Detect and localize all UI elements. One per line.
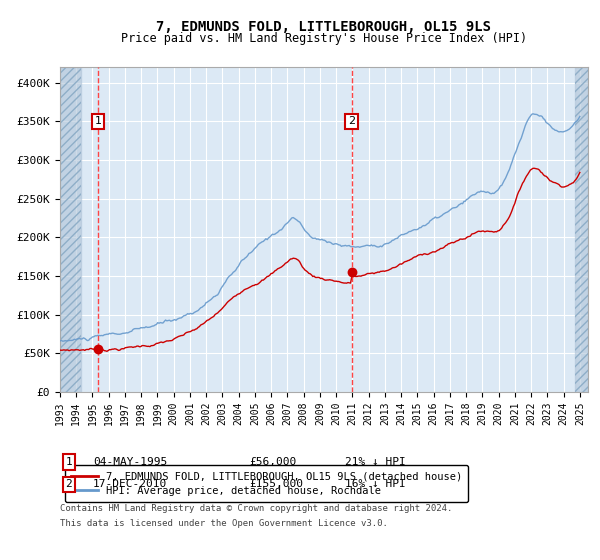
Text: £56,000: £56,000 <box>249 457 296 467</box>
Bar <box>575 67 588 392</box>
Text: 1: 1 <box>95 116 101 127</box>
Bar <box>60 67 81 392</box>
Legend: 7, EDMUNDS FOLD, LITTLEBOROUGH, OL15 9LS (detached house), HPI: Average price, d: 7, EDMUNDS FOLD, LITTLEBOROUGH, OL15 9LS… <box>65 465 469 502</box>
Text: 7, EDMUNDS FOLD, LITTLEBOROUGH, OL15 9LS: 7, EDMUNDS FOLD, LITTLEBOROUGH, OL15 9LS <box>157 20 491 34</box>
Bar <box>60 67 81 392</box>
Text: Contains HM Land Registry data © Crown copyright and database right 2024.: Contains HM Land Registry data © Crown c… <box>60 504 452 513</box>
Text: This data is licensed under the Open Government Licence v3.0.: This data is licensed under the Open Gov… <box>60 519 388 528</box>
Text: 2: 2 <box>348 116 355 127</box>
Point <box>94 344 103 353</box>
Text: Price paid vs. HM Land Registry's House Price Index (HPI): Price paid vs. HM Land Registry's House … <box>121 32 527 45</box>
Bar <box>575 67 588 392</box>
Point <box>347 268 356 277</box>
Text: 04-MAY-1995: 04-MAY-1995 <box>93 457 167 467</box>
Text: 2: 2 <box>65 479 73 489</box>
Text: 21% ↓ HPI: 21% ↓ HPI <box>345 457 406 467</box>
Text: 17-DEC-2010: 17-DEC-2010 <box>93 479 167 489</box>
Text: 1: 1 <box>65 457 73 467</box>
Text: £155,000: £155,000 <box>249 479 303 489</box>
Text: 16% ↓ HPI: 16% ↓ HPI <box>345 479 406 489</box>
